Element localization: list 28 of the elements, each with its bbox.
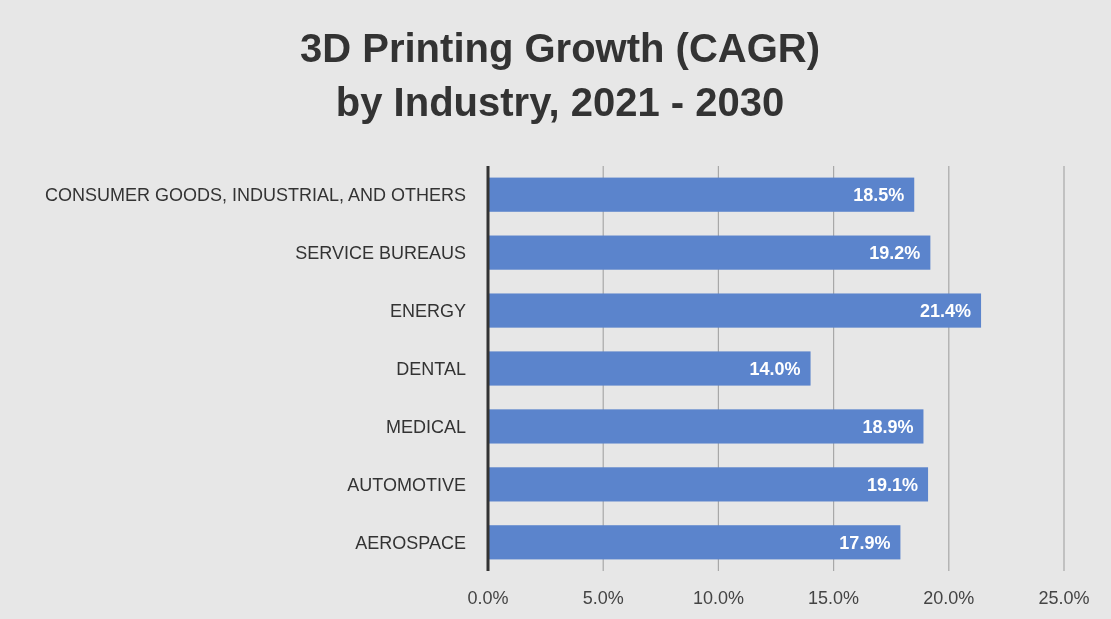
bar	[488, 525, 901, 560]
y-tick-label: SERVICE BUREAUS	[295, 242, 466, 263]
y-tick-label: CONSUMER GOODS, INDUSTRIAL, AND OTHERS	[44, 184, 466, 205]
y-tick-label: AEROSPACE	[355, 532, 466, 553]
x-tick-label: 10.0%	[692, 588, 744, 608]
data-label: 19.1%	[867, 474, 919, 495]
x-tick-label: 5.0%	[582, 588, 624, 608]
chart-title: 3D Printing Growth (CAGR) by Industry, 2021 - 2030	[300, 26, 820, 124]
bar	[488, 409, 924, 444]
bar	[488, 235, 931, 270]
y-tick-label: DENTAL	[396, 358, 466, 379]
data-label: 18.9%	[862, 416, 914, 437]
bar	[488, 467, 929, 502]
x-tick-label: 25.0%	[1038, 588, 1090, 608]
bar	[488, 293, 982, 328]
x-tick-label: 20.0%	[923, 588, 975, 608]
data-label: 17.9%	[839, 532, 891, 553]
data-label: 19.2%	[869, 242, 921, 263]
y-tick-label: ENERGY	[389, 300, 466, 321]
data-label: 21.4%	[920, 300, 972, 321]
data-label: 14.0%	[749, 358, 801, 379]
bar	[488, 351, 811, 386]
x-tick-label: 15.0%	[808, 588, 860, 608]
x-tick-label: 0.0%	[467, 588, 509, 608]
data-label: 18.5%	[853, 184, 905, 205]
y-tick-label: AUTOMOTIVE	[347, 474, 466, 495]
y-tick-label: MEDICAL	[385, 416, 466, 437]
bar	[488, 177, 915, 212]
